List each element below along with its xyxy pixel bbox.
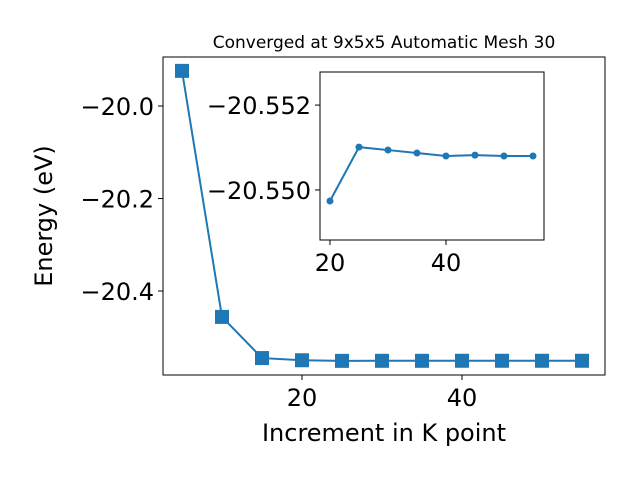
x-tick-label: 40 [431, 249, 462, 277]
marker [335, 353, 349, 368]
marker [375, 353, 389, 368]
marker [442, 152, 450, 160]
marker [535, 353, 549, 368]
series-line [329, 146, 533, 202]
marker [326, 197, 334, 205]
y-tick-label: −20.552 [207, 92, 311, 120]
marker [455, 353, 469, 368]
marker [175, 63, 189, 78]
chart-title: Converged at 9x5x5 Automatic Mesh 30 [213, 33, 556, 53]
marker [215, 309, 229, 324]
marker [413, 149, 421, 157]
x-tick-label: 20 [315, 249, 346, 277]
x-tick-label: 20 [287, 384, 318, 412]
marker [255, 351, 269, 366]
y-tick-label: −20.4 [80, 278, 154, 306]
x-tick-label: 40 [447, 384, 478, 412]
y-tick-label: −20.0 [80, 93, 154, 121]
marker [295, 353, 309, 368]
marker [529, 152, 537, 160]
marker [495, 353, 509, 368]
x-axis-label: Increment in K point [262, 419, 506, 447]
y-tick-label: −20.550 [207, 177, 311, 205]
marker [471, 151, 479, 159]
marker [415, 353, 429, 368]
marker [500, 152, 508, 160]
marker [384, 146, 392, 154]
marker [575, 353, 589, 368]
y-axis-label: Energy (eV) [30, 145, 58, 287]
marker [355, 143, 363, 151]
y-tick-label: −20.2 [80, 186, 154, 214]
